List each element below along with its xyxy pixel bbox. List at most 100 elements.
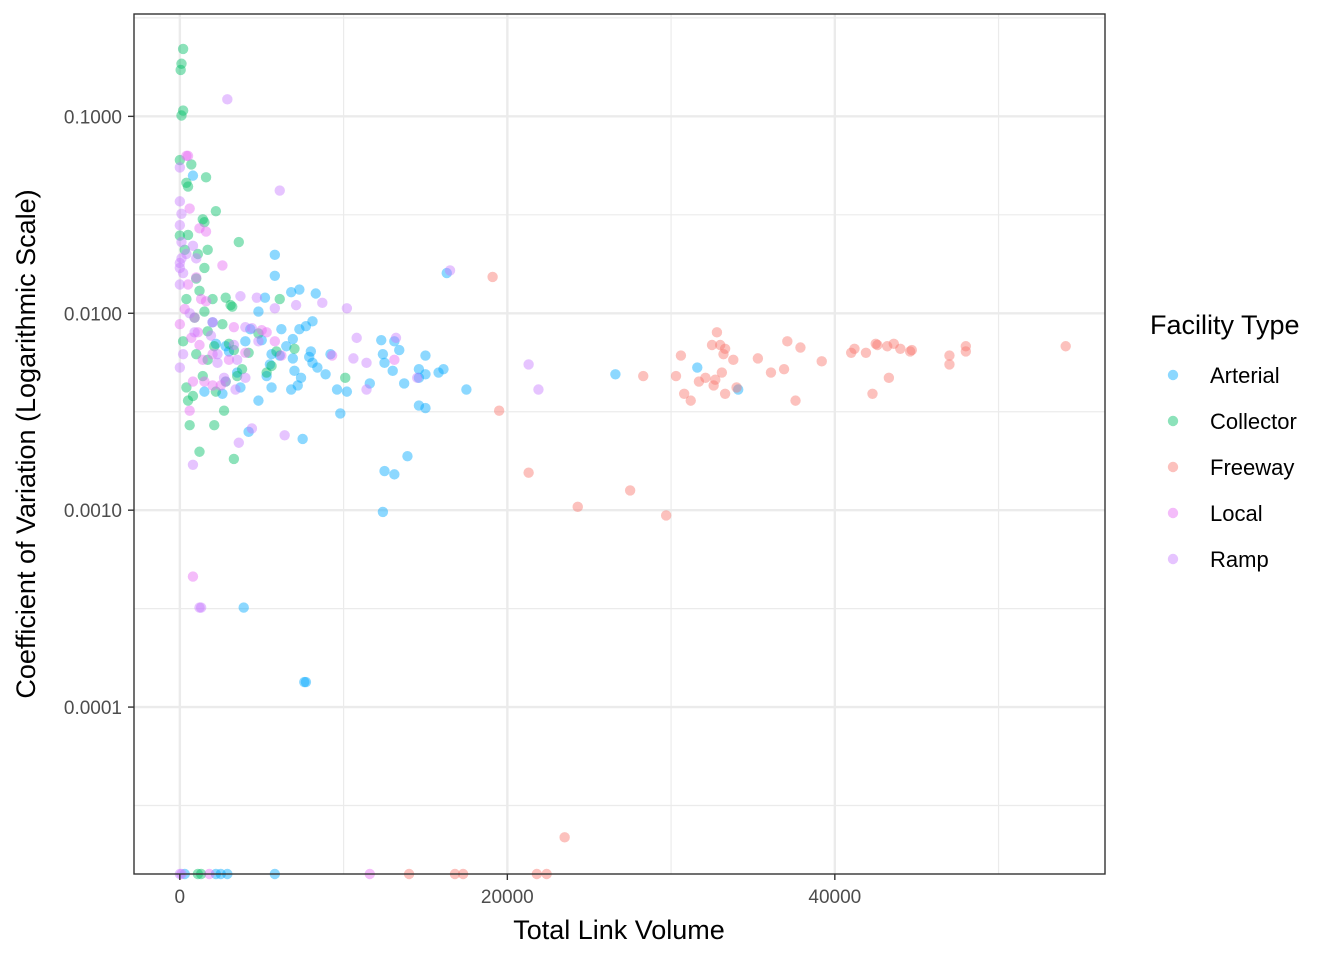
data-point-collector: [200, 172, 212, 183]
data-point-arterial: [243, 426, 254, 438]
data-point-local: [184, 203, 195, 214]
data-point-freeway: [523, 467, 534, 478]
data-point-ramp: [444, 265, 456, 276]
data-point-freeway: [487, 271, 498, 283]
data-point-collector: [233, 236, 244, 248]
data-point-collector: [182, 181, 194, 192]
data-point-collector: [177, 105, 189, 116]
data-point-ramp: [174, 257, 186, 269]
panel-border: [133, 13, 1106, 875]
data-point-local: [228, 321, 240, 333]
data-point-arterial: [377, 506, 389, 518]
data-point-local: [195, 293, 207, 305]
data-point-freeway: [960, 341, 972, 352]
data-point-collector: [220, 376, 231, 387]
data-point-freeway: [1060, 341, 1071, 352]
data-point-arterial: [394, 344, 405, 356]
data-point-collector: [231, 370, 243, 382]
data-point-local: [174, 318, 186, 330]
data-point-ramp: [174, 196, 186, 207]
legend: Facility Type Arterial Collector Freeway Lo…: [1150, 310, 1300, 572]
data-point-arterial: [253, 395, 264, 406]
data-point-collector: [181, 177, 192, 188]
data-point-arterial: [692, 362, 703, 373]
data-point-ramp: [390, 332, 402, 344]
data-point-freeway: [716, 367, 728, 378]
data-point-collector: [187, 390, 199, 402]
y-tick-label: 0.1000: [64, 107, 122, 128]
data-point-local: [197, 354, 208, 366]
data-point-arterial: [420, 350, 431, 361]
data-point-arterial: [299, 676, 310, 688]
data-point-ramp: [251, 292, 263, 303]
data-point-ramp: [174, 262, 186, 274]
data-point-collector: [217, 318, 228, 330]
data-point-arterial: [259, 292, 271, 303]
legend-key-ramp: [1167, 553, 1179, 565]
data-point-ramp: [205, 330, 217, 341]
data-point-freeway: [882, 341, 893, 352]
data-point-local: [186, 332, 197, 344]
data-point-local: [191, 272, 202, 283]
data-point-collector: [189, 312, 200, 323]
data-point-arterial: [285, 286, 297, 298]
data-point-ramp: [195, 602, 207, 613]
data-point-arterial: [292, 380, 303, 391]
data-point-local: [256, 325, 267, 336]
data-point-local: [184, 405, 195, 416]
data-point-freeway: [795, 342, 806, 353]
data-point-collector: [202, 354, 213, 366]
data-point-arterial: [364, 378, 375, 389]
data-point-collector: [186, 159, 197, 170]
data-point-local: [179, 303, 190, 315]
data-point-ramp: [191, 253, 202, 264]
data-point-ramp: [174, 279, 186, 290]
data-point-ramp: [351, 332, 362, 344]
data-point-ramp: [176, 236, 187, 248]
data-point-collector: [199, 306, 210, 317]
data-point-collector: [199, 262, 210, 274]
data-point-ramp: [176, 208, 187, 219]
data-point-ramp: [230, 384, 241, 395]
legend-key-collector: [1167, 415, 1179, 427]
data-point-arterial: [199, 386, 210, 397]
grid-major: [134, 14, 1105, 874]
data-point-collector: [197, 370, 208, 382]
legend-key-freeway: [1167, 461, 1179, 473]
data-point-collector: [176, 110, 187, 121]
data-point-collector: [177, 336, 189, 347]
data-point-arterial: [331, 384, 343, 395]
legend-label-local: Local: [1210, 501, 1263, 526]
data-point-collector: [289, 343, 300, 354]
data-point-arterial: [312, 362, 323, 373]
data-point-collector: [228, 344, 240, 356]
data-point-freeway: [944, 359, 955, 370]
legend-key-arterial: [1167, 369, 1179, 381]
data-point-arterial: [304, 351, 315, 363]
data-point-freeway: [731, 382, 742, 393]
data-point-freeway: [906, 344, 917, 356]
data-point-freeway: [960, 346, 972, 357]
data-point-collector: [174, 154, 186, 166]
data-point-local: [192, 327, 204, 338]
data-point-ramp: [231, 354, 243, 366]
data-point-ramp: [233, 437, 244, 448]
legend-label-ramp: Ramp: [1210, 547, 1269, 572]
data-point-local: [200, 226, 212, 237]
data-point-local: [200, 296, 212, 307]
data-point-arterial: [379, 357, 390, 369]
data-point-freeway: [493, 405, 505, 416]
plot-background: [134, 14, 1105, 874]
data-point-arterial: [287, 353, 299, 364]
data-point-arterial: [376, 334, 387, 346]
data-point-collector: [220, 292, 231, 303]
data-point-ramp: [412, 372, 423, 384]
data-point-arterial: [461, 384, 472, 395]
data-point-arterial: [266, 382, 277, 393]
data-point-ramp: [187, 240, 199, 252]
data-point-collector: [210, 205, 222, 217]
y-tick-label: 0.0001: [64, 698, 122, 719]
data-point-collector: [194, 446, 205, 457]
